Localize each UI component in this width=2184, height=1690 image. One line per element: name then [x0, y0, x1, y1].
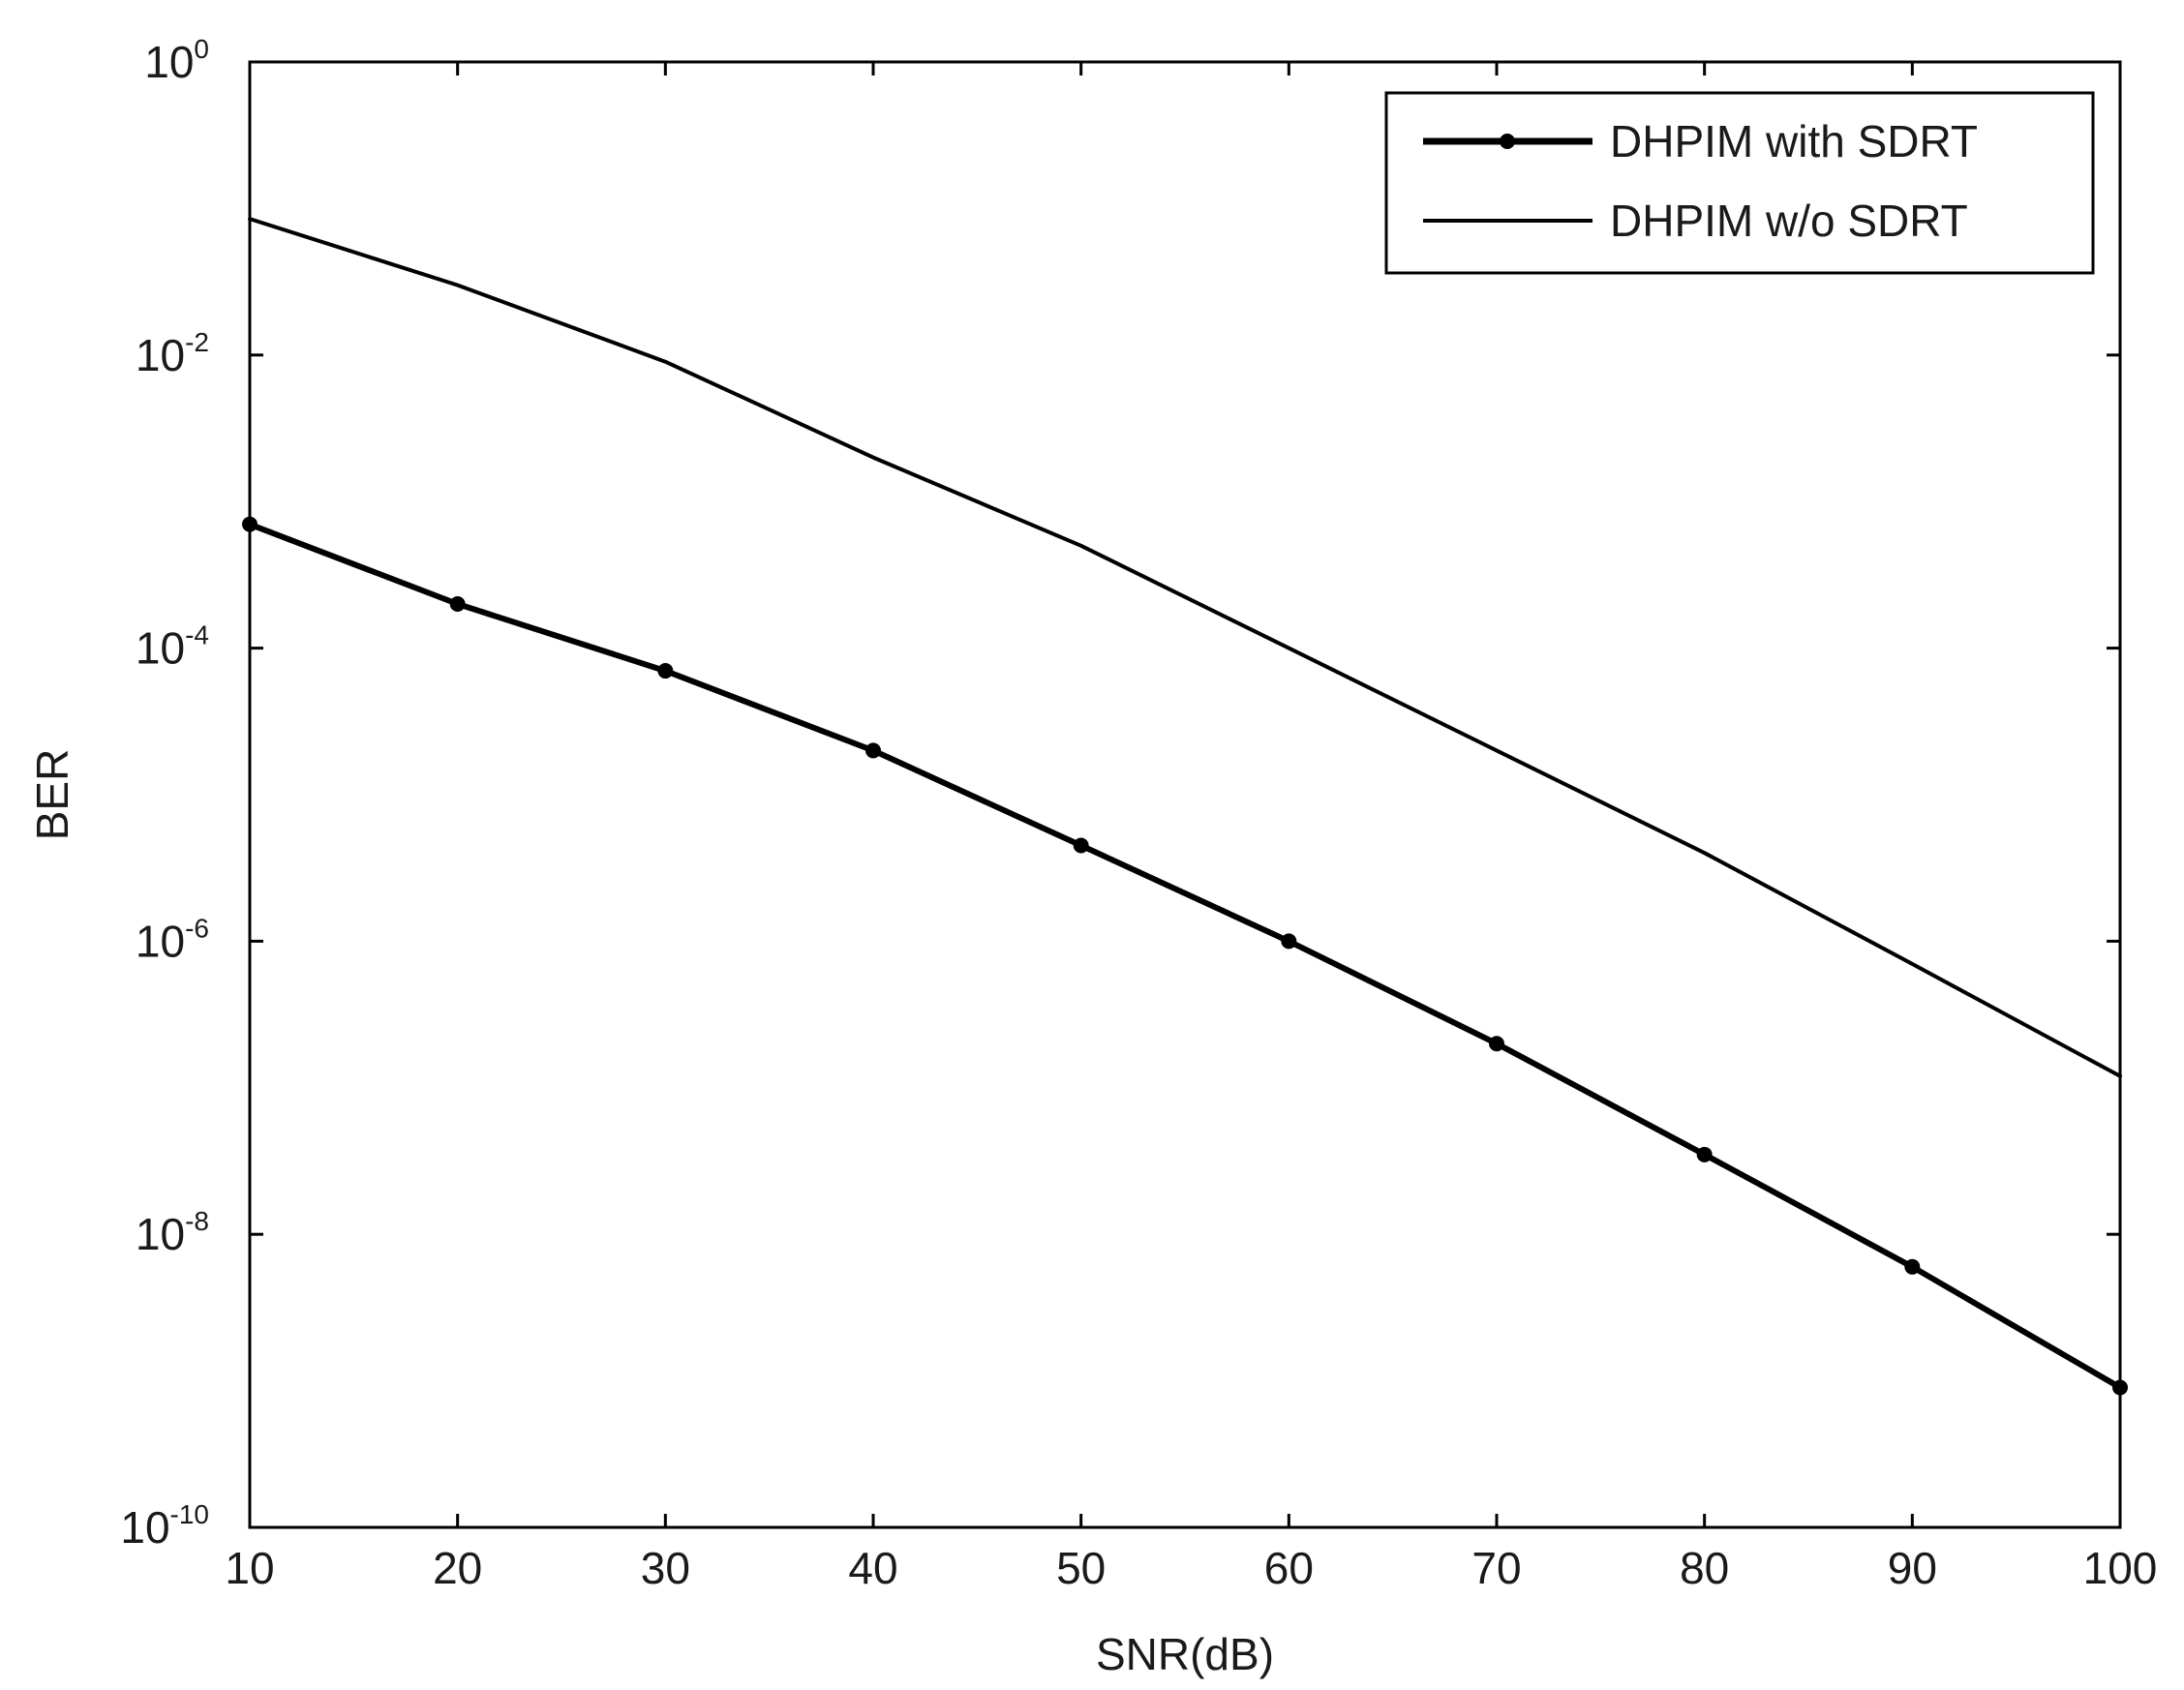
y-tick-label: 10-4 [136, 620, 209, 674]
axis-ticks: 10 20 30 40 50 60 70 80 90 100 100 10-2 10-4 10-6 10-8… [120, 34, 2157, 1593]
y-tick-label: 10-8 [136, 1206, 209, 1259]
x-tick-label: 20 [433, 1543, 482, 1593]
x-tick-label: 10 [225, 1543, 274, 1593]
data-point-with-sdrt [865, 742, 881, 759]
series-line-without-sdrt [248, 217, 2122, 1078]
x-tick-label: 100 [2083, 1543, 2158, 1593]
data-point-with-sdrt [657, 663, 674, 679]
legend-label-with-sdrt: DHPIM with SDRT [1610, 116, 1978, 166]
x-tick-label: 50 [1056, 1543, 1106, 1593]
legend-marker-with-sdrt [1500, 134, 1515, 149]
x-axis-title: SNR(dB) [1096, 1629, 1274, 1679]
data-point-with-sdrt [449, 596, 466, 613]
data-point-with-sdrt [1904, 1258, 1921, 1275]
legend-label-without-sdrt: DHPIM w/o SDRT [1610, 196, 1968, 246]
data-point-with-sdrt [242, 516, 258, 532]
y-axis-title: BER [27, 749, 77, 841]
x-tick-label: 40 [848, 1543, 897, 1593]
data-point-with-sdrt [1073, 837, 1089, 854]
series-layer [242, 217, 2128, 1396]
y-tick-label: 10-10 [120, 1499, 209, 1553]
x-tick-label: 30 [641, 1543, 690, 1593]
data-point-with-sdrt [2112, 1379, 2128, 1396]
y-tick-label: 10-2 [136, 327, 209, 380]
data-point-with-sdrt [1696, 1146, 1713, 1162]
y-tick-label: 100 [144, 34, 209, 87]
y-tick-label: 10-6 [136, 913, 209, 966]
series-line-with-sdrt [247, 521, 2123, 1391]
legend: DHPIM with SDRT DHPIM w/o SDRT [1384, 91, 2095, 275]
x-tick-label: 90 [1888, 1543, 1937, 1593]
legend-box [1384, 91, 2095, 275]
data-point-with-sdrt [1489, 1036, 1504, 1052]
x-tick-label: 80 [1680, 1543, 1729, 1593]
x-tick-label: 70 [1471, 1543, 1521, 1593]
data-point-with-sdrt [1281, 933, 1297, 950]
plot-area [248, 60, 2122, 1529]
x-tick-label: 60 [1264, 1543, 1314, 1593]
